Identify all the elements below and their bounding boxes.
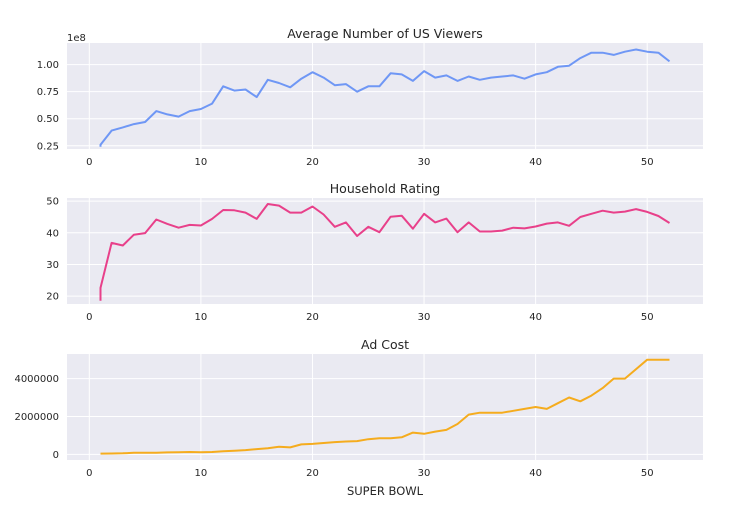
y-tick-label: 30: [46, 260, 59, 271]
y-tick-label: 50: [46, 197, 59, 208]
plot-background: [67, 354, 703, 460]
series-line: [100, 358, 670, 455]
x-tick-label: 10: [195, 312, 208, 323]
subplot-3: 0 10 20 30 40 50 0 2000000 4000000 Ad Cost: [14, 337, 703, 479]
x-tick-label: 0: [86, 468, 92, 479]
y-tick-label: 0.25: [37, 141, 59, 152]
y-tick-label: 0.75: [37, 87, 59, 98]
y-tick-label: 0.50: [37, 114, 59, 125]
x-tick-label: 0: [86, 157, 92, 168]
y-tick-label: 1.00: [37, 60, 59, 71]
x-tick-label: 20: [306, 468, 319, 479]
y-tick-label: 20: [46, 292, 59, 303]
x-tick-label: 50: [641, 157, 654, 168]
x-tick-label: 40: [529, 157, 542, 168]
x-tick-label: 10: [195, 468, 208, 479]
y-tick-label: 4000000: [14, 374, 59, 385]
subplot-title: Ad Cost: [361, 337, 409, 352]
x-tick-label: 30: [418, 468, 431, 479]
x-tick-label: 20: [306, 312, 319, 323]
plot-background: [67, 43, 703, 149]
subplot-2: 0 10 20 30 40 50 20 30 40 50 Household Rating: [46, 181, 703, 323]
x-tick-label: 0: [86, 312, 92, 323]
x-tick-label: 40: [529, 312, 542, 323]
x-tick-label: 30: [418, 157, 431, 168]
series-line: [99, 48, 671, 147]
subplots: 0 10 20 30 40 50 0.25 0.50 0.75 1.00 Average Numbe…: [14, 26, 703, 479]
y-tick-label: 40: [46, 228, 59, 239]
x-axis-label: SUPER BOWL: [347, 484, 424, 498]
x-tick-label: 50: [641, 468, 654, 479]
y-tick-label: 2000000: [14, 412, 59, 423]
x-tick-label: 30: [418, 312, 431, 323]
series-line: [99, 203, 671, 301]
y-tick-label: 0: [53, 450, 59, 461]
plot-background: [67, 198, 703, 304]
subplot-title: Household Rating: [330, 181, 440, 196]
y-offset-label: 1e8: [67, 33, 86, 44]
x-tick-label: 10: [195, 157, 208, 168]
x-tick-label: 20: [306, 157, 319, 168]
x-tick-label: 40: [529, 468, 542, 479]
subplot-title: Average Number of US Viewers: [287, 26, 483, 41]
subplot-1: 0 10 20 30 40 50 0.25 0.50 0.75 1.00 Average Numbe…: [37, 26, 703, 168]
x-tick-label: 50: [641, 312, 654, 323]
